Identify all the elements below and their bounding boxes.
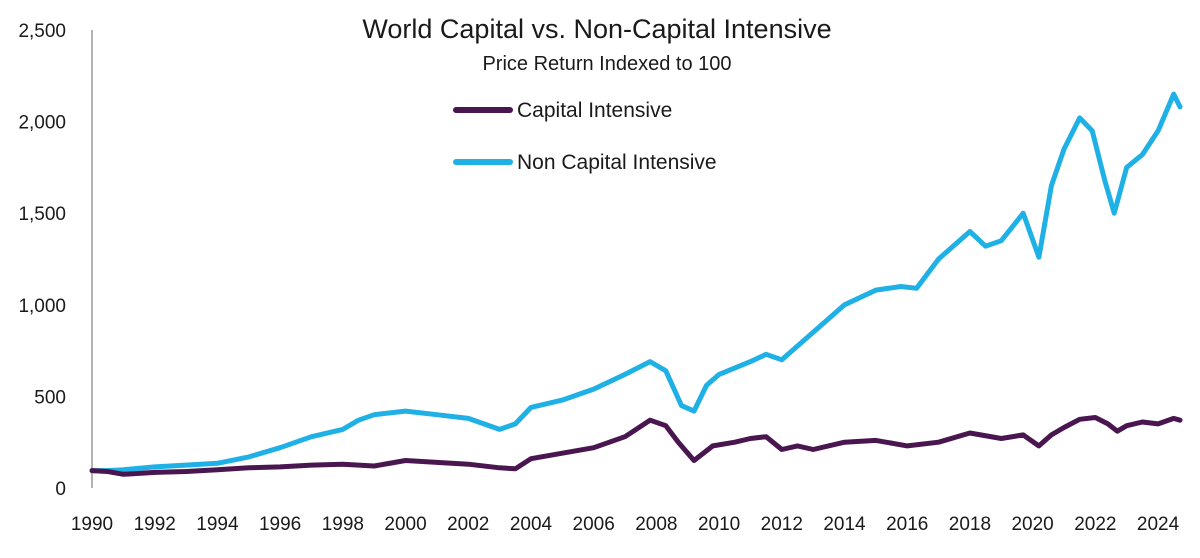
- legend-label: Capital Intensive: [517, 99, 672, 122]
- x-tick-label: 1994: [196, 514, 239, 535]
- x-tick-label: 1990: [71, 514, 113, 535]
- chart-title: World Capital vs. Non-Capital Intensive: [362, 14, 831, 44]
- x-tick-label: 2006: [573, 514, 615, 535]
- x-tick-label: 2014: [823, 514, 866, 535]
- y-tick-labels: 0 500 1,000 1,500 2,000 2,500: [18, 21, 66, 500]
- y-tick-label: 2,500: [18, 21, 66, 42]
- y-tick-label: 0: [55, 479, 66, 500]
- chart-subtitle: Price Return Indexed to 100: [482, 53, 731, 75]
- x-tick-label: 2024: [1137, 514, 1180, 535]
- x-tick-label: 2016: [886, 514, 928, 535]
- y-tick-label: 1,500: [18, 204, 66, 225]
- y-tick-label: 2,000: [18, 113, 66, 134]
- series-lines: [89, 91, 1183, 477]
- legend-label: Non Capital Intensive: [517, 151, 717, 174]
- x-tick-label: 2010: [698, 514, 740, 535]
- x-tick-label: 2012: [761, 514, 803, 535]
- legend: Capital Intensive Non Capital Intensive: [453, 99, 717, 174]
- x-tick-label: 1996: [259, 514, 301, 535]
- x-tick-label: 2018: [949, 514, 991, 535]
- series-line-non-capital-intensive: [89, 91, 1183, 474]
- y-tick-label: 1,000: [18, 296, 66, 317]
- x-tick-label: 2020: [1011, 514, 1053, 535]
- x-tick-labels: 1990 1992 1994 1996 1998 2000 2002 2004 2006 2008…: [71, 514, 1180, 535]
- x-tick-label: 2004: [510, 514, 553, 535]
- y-tick-label: 500: [34, 387, 66, 408]
- x-tick-label: 1998: [322, 514, 364, 535]
- x-tick-label: 2008: [635, 514, 677, 535]
- series-line-capital-intensive: [89, 415, 1183, 477]
- x-tick-label: 2002: [447, 514, 489, 535]
- x-tick-label: 2000: [384, 514, 426, 535]
- x-tick-label: 1992: [134, 514, 176, 535]
- x-tick-label: 2022: [1074, 514, 1116, 535]
